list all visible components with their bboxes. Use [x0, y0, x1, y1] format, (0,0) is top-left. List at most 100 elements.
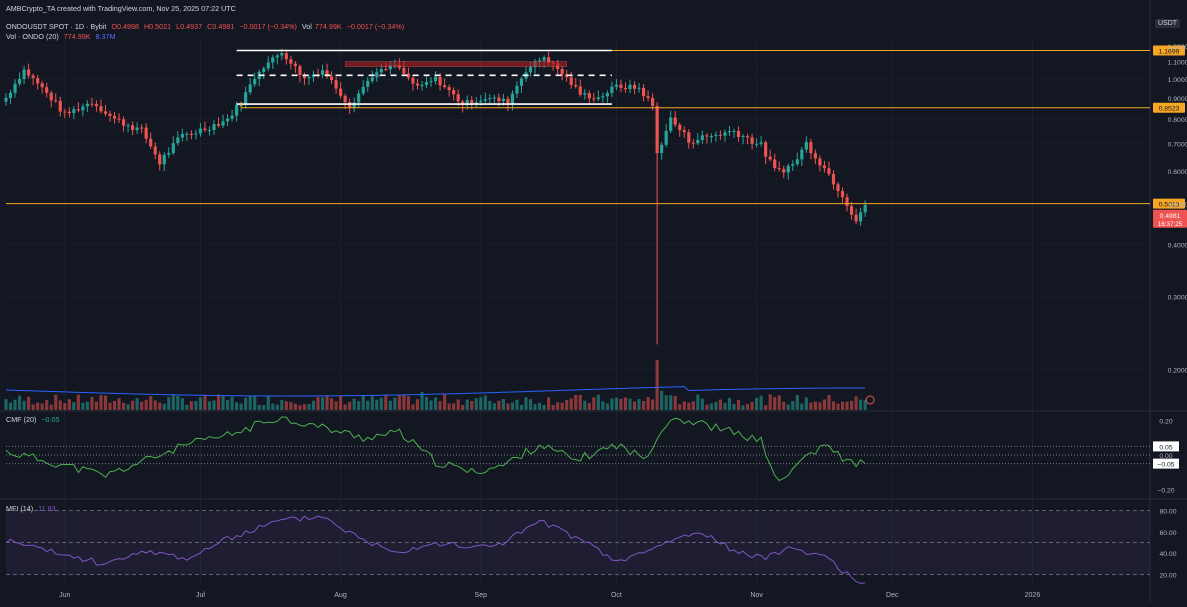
candle[interactable]	[406, 73, 411, 78]
candle[interactable]	[40, 83, 44, 88]
candle[interactable]	[149, 138, 153, 147]
candle[interactable]	[8, 92, 13, 98]
candle[interactable]	[673, 117, 677, 125]
candle[interactable]	[727, 131, 732, 133]
candle[interactable]	[718, 134, 723, 136]
candle[interactable]	[831, 173, 836, 185]
candle[interactable]	[660, 144, 664, 154]
candle[interactable]	[13, 83, 17, 93]
mfi-line[interactable]	[5, 515, 866, 584]
candle[interactable]	[791, 164, 795, 166]
candle[interactable]	[325, 70, 329, 77]
candle[interactable]	[54, 100, 58, 102]
candle[interactable]	[180, 133, 184, 138]
candle[interactable]	[528, 66, 533, 73]
candle[interactable]	[587, 93, 591, 99]
candle[interactable]	[655, 105, 659, 154]
candle[interactable]	[822, 165, 827, 169]
candle[interactable]	[266, 62, 270, 69]
candle[interactable]	[845, 197, 849, 206]
candle[interactable]	[700, 135, 704, 140]
candle[interactable]	[773, 159, 777, 169]
candle[interactable]	[424, 82, 429, 85]
candle[interactable]	[768, 156, 772, 160]
candle[interactable]	[433, 76, 438, 82]
volume-indicator-label[interactable]: Vol · ONDO (20)	[6, 32, 59, 41]
candle[interactable]	[171, 143, 175, 154]
candle[interactable]	[307, 77, 311, 79]
candle[interactable]	[225, 118, 230, 122]
candle[interactable]	[547, 57, 551, 63]
candle[interactable]	[569, 77, 573, 85]
candle[interactable]	[126, 125, 130, 127]
candle[interactable]	[678, 124, 682, 131]
candle[interactable]	[614, 84, 619, 87]
candle[interactable]	[185, 133, 189, 135]
candle[interactable]	[334, 80, 338, 89]
candle[interactable]	[207, 130, 212, 132]
candle[interactable]	[85, 103, 89, 107]
candle[interactable]	[17, 78, 22, 84]
candle[interactable]	[361, 86, 365, 94]
candle[interactable]	[637, 87, 641, 89]
candle[interactable]	[198, 128, 203, 134]
candle[interactable]	[601, 96, 605, 98]
candle[interactable]	[320, 70, 325, 75]
candle[interactable]	[488, 98, 492, 100]
candle[interactable]	[311, 74, 316, 78]
candle[interactable]	[664, 130, 668, 145]
candle[interactable]	[22, 69, 26, 79]
candle[interactable]	[641, 87, 646, 97]
candle[interactable]	[732, 130, 736, 132]
candle[interactable]	[452, 90, 456, 95]
candle[interactable]	[112, 115, 117, 119]
candle[interactable]	[583, 93, 587, 95]
candle[interactable]	[483, 99, 487, 101]
candle[interactable]	[176, 137, 180, 144]
candle[interactable]	[628, 84, 632, 90]
candle[interactable]	[45, 87, 49, 93]
candle[interactable]	[465, 99, 469, 106]
candle[interactable]	[723, 132, 727, 136]
candle[interactable]	[375, 72, 379, 78]
candle[interactable]	[230, 115, 234, 119]
candle[interactable]	[117, 118, 121, 120]
symbol-label[interactable]: ONDOUSDT SPOT · 1D · Bybit	[6, 22, 107, 31]
candle[interactable]	[497, 97, 501, 102]
candle[interactable]	[212, 124, 216, 131]
candle[interactable]	[578, 86, 582, 95]
candle[interactable]	[58, 100, 62, 112]
candle[interactable]	[859, 212, 863, 222]
candle[interactable]	[755, 143, 759, 145]
candle[interactable]	[121, 119, 126, 126]
candle[interactable]	[72, 109, 76, 114]
candle[interactable]	[275, 55, 279, 58]
candle[interactable]	[339, 88, 343, 96]
candle[interactable]	[777, 168, 781, 170]
candle[interactable]	[140, 127, 144, 129]
candle[interactable]	[809, 141, 813, 154]
candle[interactable]	[447, 87, 451, 91]
candle[interactable]	[235, 105, 239, 116]
candle[interactable]	[510, 93, 515, 105]
candle[interactable]	[623, 87, 628, 90]
candle[interactable]	[745, 136, 750, 138]
candle[interactable]	[262, 68, 266, 72]
candle[interactable]	[592, 98, 596, 100]
candle[interactable]	[284, 53, 288, 60]
candle[interactable]	[103, 111, 108, 114]
candle[interactable]	[348, 102, 352, 109]
candle[interactable]	[144, 127, 148, 139]
candle[interactable]	[605, 93, 609, 97]
candle[interactable]	[691, 142, 695, 144]
candle[interactable]	[216, 124, 221, 126]
candle[interactable]	[687, 132, 691, 143]
candle[interactable]	[343, 95, 347, 103]
candle[interactable]	[560, 69, 564, 75]
candle[interactable]	[804, 141, 808, 150]
candle[interactable]	[786, 165, 790, 173]
candle[interactable]	[27, 69, 31, 76]
candle[interactable]	[289, 59, 293, 64]
candle[interactable]	[384, 68, 388, 70]
